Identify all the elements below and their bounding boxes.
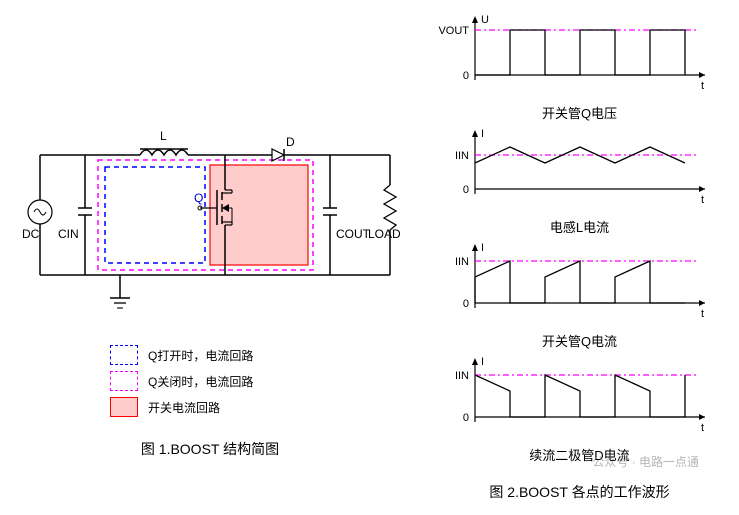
label-load: LOAD — [368, 227, 401, 241]
svg-text:IIN: IIN — [455, 150, 469, 162]
svg-text:IIN: IIN — [455, 256, 469, 268]
svg-text:0: 0 — [463, 412, 469, 424]
boost-circuit-diagram: DC CIN L Q D COUT LOAD — [10, 130, 410, 335]
label-dc: DC — [22, 227, 40, 241]
legend-qon: Q打开时，电流回路 — [148, 347, 253, 364]
legend-switch: 开关电流回路 — [148, 399, 220, 416]
svg-text:I: I — [481, 128, 484, 140]
svg-text:t: t — [701, 308, 704, 320]
figure1-caption: 图 1.BOOST 结构简图 — [10, 439, 410, 459]
label-d: D — [286, 135, 295, 149]
waveform-1: I IIN 0 t 电感L电流 — [430, 124, 729, 236]
svg-text:VOUT: VOUT — [438, 25, 469, 37]
legend-qoff: Q关闭时，电流回路 — [148, 373, 253, 390]
svg-text:I: I — [481, 356, 484, 368]
svg-text:I: I — [481, 242, 484, 254]
label-cout: COUT — [336, 227, 371, 241]
svg-text:0: 0 — [463, 298, 469, 310]
svg-text:0: 0 — [463, 184, 469, 196]
svg-text:t: t — [701, 194, 704, 206]
svg-text:IIN: IIN — [455, 370, 469, 382]
svg-text:0: 0 — [463, 70, 469, 82]
waveform-3: I IIN 0 t 续流二极管D电流 — [430, 352, 729, 464]
figure2-caption: 图 2.BOOST 各点的工作波形 — [430, 482, 729, 502]
svg-text:U: U — [481, 14, 489, 26]
label-l: L — [160, 130, 167, 143]
svg-text:t: t — [701, 422, 704, 434]
waveform-0: U VOUT 0 t 开关管Q电压 — [430, 10, 729, 122]
label-q: Q — [194, 191, 203, 205]
waveform-2: I IIN 0 t 开关管Q电流 — [430, 238, 729, 350]
label-cin: CIN — [58, 227, 79, 241]
svg-text:t: t — [701, 80, 704, 92]
legend: Q打开时，电流回路 Q关闭时，电流回路 开关电流回路 — [110, 345, 410, 423]
